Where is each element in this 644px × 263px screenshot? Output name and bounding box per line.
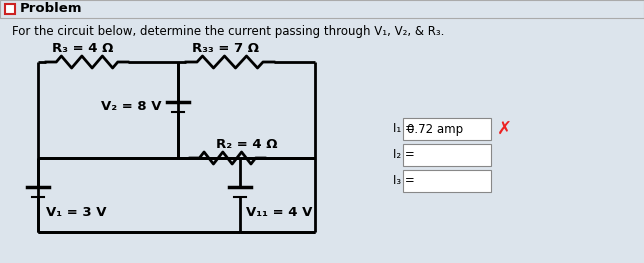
Text: I₁ =: I₁ = bbox=[393, 123, 415, 135]
Text: Problem: Problem bbox=[20, 3, 82, 16]
Bar bbox=[5, 4, 15, 14]
Text: V₁₁ = 4 V: V₁₁ = 4 V bbox=[246, 206, 312, 220]
Text: For the circuit below, determine the current passing through V₁, V₂, & R₃.: For the circuit below, determine the cur… bbox=[12, 26, 444, 38]
Text: V₂ = 8 V: V₂ = 8 V bbox=[102, 100, 162, 114]
Text: R₂ = 4 Ω: R₂ = 4 Ω bbox=[216, 139, 278, 151]
Bar bbox=[403, 118, 491, 140]
Text: I₃ =: I₃ = bbox=[393, 174, 415, 188]
Bar bbox=[403, 170, 491, 192]
Bar bbox=[0, 0, 644, 18]
Text: V₁ = 3 V: V₁ = 3 V bbox=[46, 206, 106, 220]
Text: R₃ = 4 Ω: R₃ = 4 Ω bbox=[52, 42, 114, 54]
Text: ✗: ✗ bbox=[497, 120, 512, 138]
Text: I₂ =: I₂ = bbox=[393, 149, 415, 161]
Text: 0.72 amp: 0.72 amp bbox=[407, 123, 463, 135]
Bar bbox=[403, 144, 491, 166]
Text: R₃₃ = 7 Ω: R₃₃ = 7 Ω bbox=[193, 42, 260, 54]
